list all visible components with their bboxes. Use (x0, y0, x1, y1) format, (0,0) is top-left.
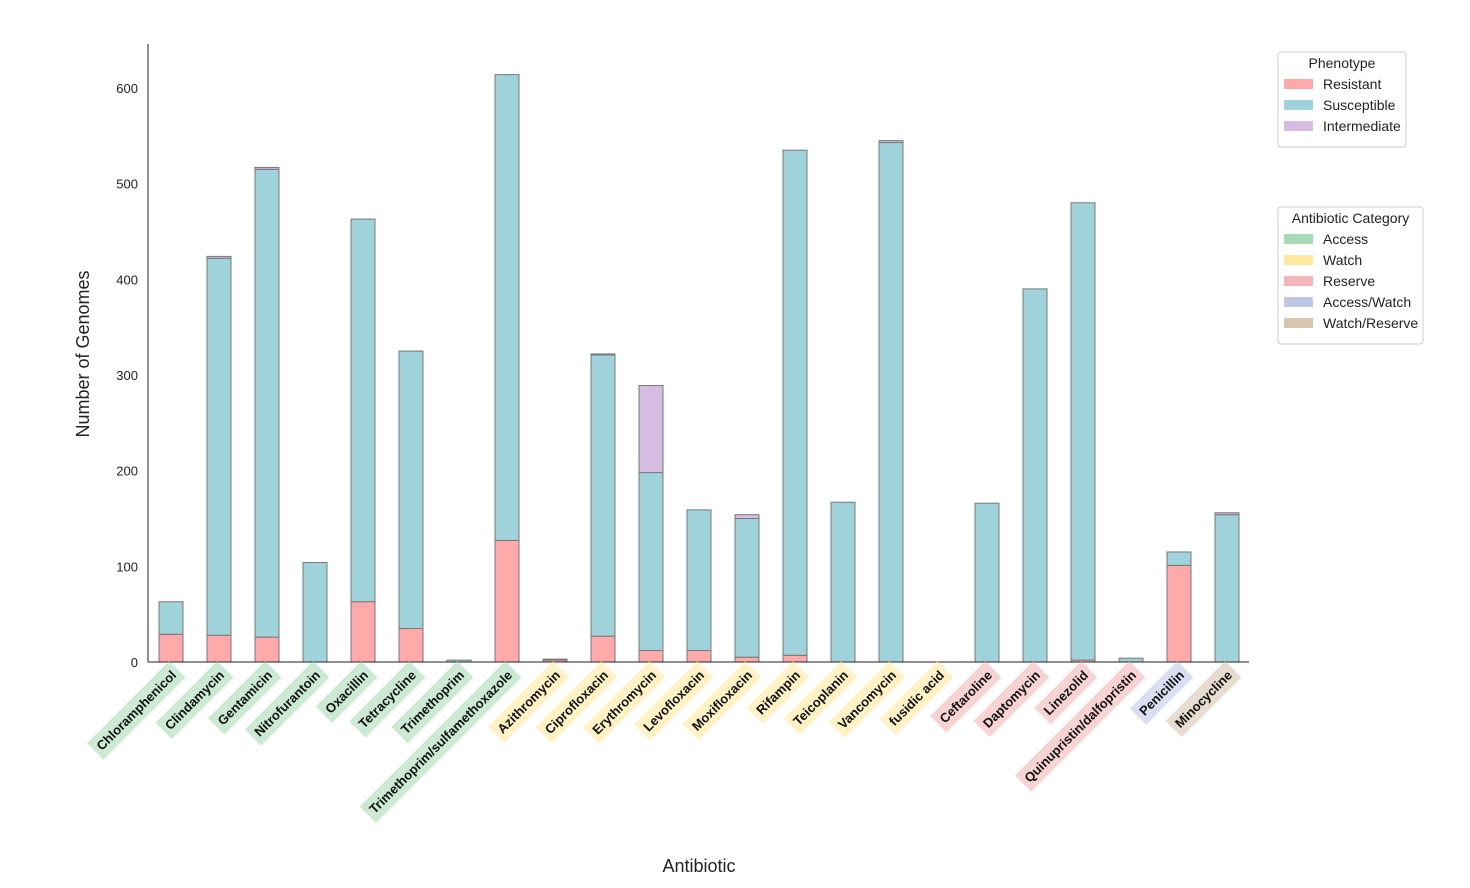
category-label-background (682, 661, 762, 741)
legend-swatch (1284, 79, 1313, 89)
bar-susceptible (1166, 551, 1192, 566)
legend-frame (1277, 206, 1424, 345)
axes-layer: 0 100 200 300 400 500 600 (116, 44, 1249, 670)
bar-susceptible (782, 149, 808, 656)
bar-resistant (638, 650, 664, 663)
legend-antibiotic-category: Antibiotic Category Access Watch Reserve Acc… (1277, 206, 1424, 345)
legend-swatch (1284, 297, 1313, 307)
legend-entry-label: Susceptible (1323, 97, 1396, 113)
category-label-background (487, 661, 570, 743)
category-label-background (746, 661, 810, 724)
legend-swatch (1284, 234, 1313, 244)
bar-intermediate (878, 140, 904, 144)
bar-resistant (782, 654, 808, 663)
bar-susceptible (638, 472, 664, 652)
category-label-background (828, 661, 906, 739)
bar-resistant (1166, 564, 1192, 663)
legend-phenotype: Phenotype Resistant Susceptible Intermediat… (1277, 51, 1407, 148)
y-tick-label: 300 (116, 368, 138, 383)
x-tick-label: Chloramphenicol (93, 668, 179, 754)
category-label-background (315, 661, 378, 723)
legend-entry-label: Reserve (1323, 273, 1375, 289)
category-label-background (208, 661, 282, 735)
bar-susceptible (1118, 657, 1144, 663)
bar-resistant (398, 628, 424, 663)
bar-susceptible (686, 509, 712, 652)
legend-entry-label: Access/Watch (1323, 294, 1411, 310)
category-label-background (359, 661, 522, 823)
bar-resistant (158, 633, 184, 663)
bar-intermediate (590, 353, 616, 356)
legend-swatch (1284, 318, 1313, 328)
legend-entry-label: Watch (1323, 252, 1362, 268)
legend-title: Antibiotic Category (1292, 210, 1410, 226)
bar-resistant (254, 636, 280, 663)
bar-intermediate (638, 385, 664, 474)
category-label-background (633, 661, 714, 741)
bar-susceptible (734, 518, 760, 658)
legends-layer: Phenotype Resistant Susceptible Intermediat… (1277, 51, 1424, 345)
bar-susceptible (1022, 288, 1048, 663)
bar-resistant (734, 656, 760, 663)
category-label-background (1165, 661, 1242, 738)
legend-swatch (1284, 100, 1313, 110)
category-label-background (349, 661, 426, 738)
y-axis-label: Number of Genomes (73, 270, 93, 437)
bar-susceptible (590, 354, 616, 637)
bar-resistant (206, 634, 232, 663)
category-label-background (87, 661, 186, 760)
bar-intermediate (1214, 512, 1240, 516)
bar-susceptible (542, 658, 568, 661)
bar-intermediate (254, 166, 280, 170)
y-tick-label: 500 (116, 177, 138, 192)
category-label-background (1014, 661, 1146, 792)
bar-susceptible (350, 218, 376, 603)
bar-susceptible (398, 350, 424, 630)
legend-title: Phenotype (1309, 55, 1376, 71)
bar-resistant (686, 650, 712, 663)
category-label-background (582, 661, 666, 744)
y-tick-label: 100 (116, 559, 138, 574)
category-label-background (783, 661, 858, 735)
bar-susceptible (302, 562, 328, 663)
category-label-background (1129, 661, 1194, 725)
bar-resistant (590, 635, 616, 663)
bar-susceptible (1214, 514, 1240, 663)
legend-swatch (1284, 255, 1313, 265)
bar-susceptible (830, 501, 856, 663)
legend-swatch (1284, 276, 1313, 286)
bar-resistant (350, 601, 376, 663)
category-label-background (244, 661, 330, 746)
category-label-background (973, 661, 1050, 738)
category-label-background (930, 661, 1002, 733)
bar-susceptible (206, 257, 232, 636)
category-label-background (391, 661, 474, 744)
y-tick-label: 600 (116, 81, 138, 96)
bar-susceptible (1070, 202, 1096, 661)
bar-resistant (494, 540, 520, 663)
category-label-background (879, 661, 954, 736)
legend-swatch (1284, 121, 1313, 131)
x-axis-label: Antibiotic (662, 856, 735, 876)
legend-entry-label: Watch/Reserve (1323, 315, 1418, 331)
category-label-background (1034, 661, 1098, 725)
bar-susceptible (158, 601, 184, 635)
legend-entry-label: Resistant (1323, 76, 1381, 92)
x-tick-labels: ChloramphenicolClindamycinGentamicinNitr… (87, 661, 1242, 823)
y-tick-label: 200 (116, 464, 138, 479)
legend-entry-label: Intermediate (1323, 118, 1401, 134)
legend-entry-label: Access (1323, 231, 1368, 247)
bar-susceptible (974, 502, 1000, 663)
bar-susceptible (494, 74, 520, 542)
y-tick-label: 0 (131, 655, 138, 670)
category-label-background (155, 661, 234, 740)
y-tick-label: 400 (116, 272, 138, 287)
bar-susceptible (878, 142, 904, 663)
category-label-background (535, 661, 618, 744)
bar-intermediate (206, 255, 232, 259)
bar-susceptible (254, 168, 280, 638)
bar-intermediate (734, 514, 760, 520)
bars-layer (158, 74, 1240, 663)
